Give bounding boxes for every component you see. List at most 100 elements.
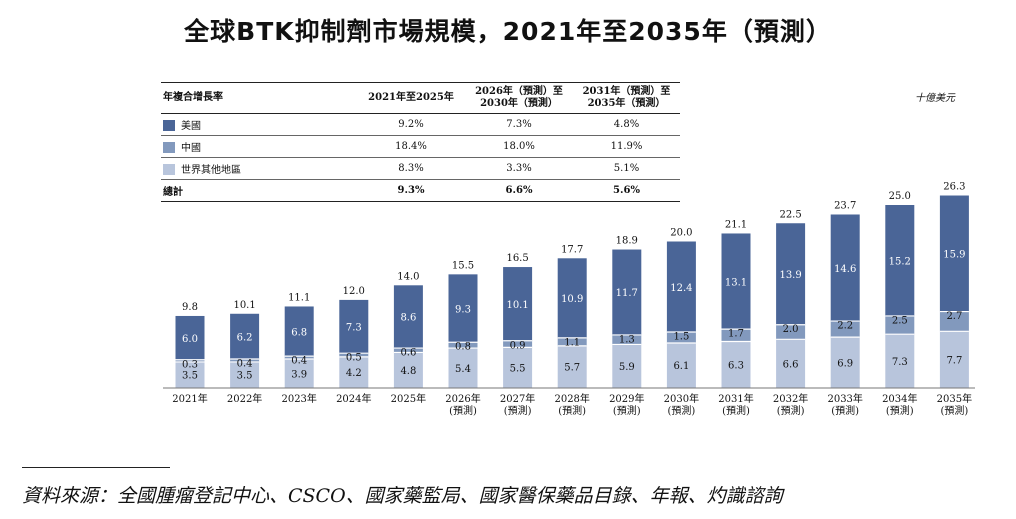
bar-value-label: 10.1 bbox=[506, 300, 528, 311]
bar-segment bbox=[503, 267, 533, 341]
cagr-row-rest: 世界其他地區 8.3% 3.3% 5.1% bbox=[161, 157, 680, 180]
bar-value-label: 9.3 bbox=[455, 304, 471, 315]
bar-total-label: 20.0 bbox=[670, 228, 692, 239]
bar-value-label: 15.9 bbox=[943, 250, 965, 261]
x-tick-label: (預測) bbox=[722, 404, 750, 417]
x-tick-label: (預測) bbox=[886, 404, 914, 417]
bar-segment bbox=[666, 342, 696, 388]
bar-value-label: 6.9 bbox=[837, 358, 853, 369]
bar-value-label: 5.7 bbox=[564, 363, 580, 374]
bar-segment bbox=[721, 341, 751, 388]
bar-segment bbox=[393, 285, 423, 349]
bar-segment bbox=[885, 315, 915, 335]
bar-segment bbox=[612, 344, 642, 388]
bar-value-label: 11.7 bbox=[616, 288, 638, 299]
x-tick-label: 2023年 bbox=[281, 392, 316, 405]
cagr-row-total: 總計 9.3% 6.6% 5.6% bbox=[161, 179, 680, 202]
bar-segment bbox=[175, 315, 205, 360]
bar-total-label: 15.5 bbox=[452, 260, 474, 271]
bar-value-label: 4.8 bbox=[400, 366, 416, 377]
bar-total-label: 10.1 bbox=[233, 300, 255, 311]
bar-value-label: 1.7 bbox=[728, 329, 744, 340]
bar-segment bbox=[557, 337, 587, 346]
bar-segment bbox=[230, 359, 260, 362]
bar-value-label: 12.4 bbox=[670, 283, 692, 294]
bar-total-label: 26.3 bbox=[943, 182, 965, 193]
bar-value-label: 0.6 bbox=[400, 348, 416, 359]
bar-segment bbox=[175, 361, 205, 388]
x-tick-label: 2033年 bbox=[827, 392, 862, 405]
bar-value-label: 0.8 bbox=[455, 342, 471, 353]
bar-value-label: 6.6 bbox=[783, 359, 799, 370]
x-tick-label: 2024年 bbox=[336, 392, 371, 405]
bar-value-label: 6.2 bbox=[237, 332, 253, 343]
source-divider bbox=[22, 467, 170, 468]
cagr-value: 18.4% bbox=[357, 135, 465, 158]
x-tick-label: 2022年 bbox=[227, 392, 262, 405]
cagr-header: 年複合增長率 bbox=[163, 92, 223, 103]
bar-segment bbox=[776, 324, 806, 340]
bar-value-label: 6.1 bbox=[673, 361, 689, 372]
bar-segment bbox=[885, 334, 915, 388]
legend-swatch-us bbox=[163, 120, 175, 131]
x-tick-label: 2028年 bbox=[554, 392, 589, 405]
chart-title: 全球BTK抑制劑市場規模，2021年至2035年（預測） bbox=[184, 17, 832, 46]
bar-value-label: 10.9 bbox=[561, 294, 583, 305]
x-tick-label: (預測) bbox=[777, 404, 805, 417]
bar-total-label: 16.5 bbox=[506, 253, 528, 264]
legend-swatch-china bbox=[163, 142, 175, 153]
cagr-header-text: 2031年（預測）至 2035年（預測） bbox=[582, 86, 671, 109]
bar-value-label: 2.0 bbox=[783, 324, 799, 335]
cagr-header-row: 年複合增長率 2021年至2025年 2026年（預測）至 2030年（預測） … bbox=[161, 82, 680, 114]
cagr-table: 年複合增長率 2021年至2025年 2026年（預測）至 2030年（預測） … bbox=[161, 82, 680, 202]
bar-value-label: 2.5 bbox=[892, 315, 908, 326]
cagr-row-label: 中國 bbox=[161, 135, 357, 158]
bar-total-label: 25.0 bbox=[889, 191, 911, 202]
x-tick-label: (預測) bbox=[449, 404, 477, 417]
cagr-row-china: 中國 18.4% 18.0% 11.9% bbox=[161, 135, 680, 158]
x-tick-label: 2032年 bbox=[773, 392, 808, 405]
series-name: 中國 bbox=[181, 143, 201, 154]
bar-value-label: 3.9 bbox=[291, 369, 307, 380]
bar-value-label: 1.3 bbox=[619, 334, 635, 345]
bar-value-label: 13.9 bbox=[779, 270, 801, 281]
x-tick-label: 2026年 bbox=[445, 392, 480, 405]
bar-value-label: 8.6 bbox=[400, 313, 416, 324]
bar-value-label: 6.8 bbox=[291, 327, 307, 338]
bar-value-label: 7.3 bbox=[892, 357, 908, 368]
bar-total-label: 9.8 bbox=[182, 302, 198, 313]
bar-segment bbox=[612, 249, 642, 335]
x-tick-label: 2030年 bbox=[664, 392, 699, 405]
bar-value-label: 3.5 bbox=[182, 371, 198, 382]
bar-segment bbox=[284, 306, 314, 357]
x-tick-label: 2029年 bbox=[609, 392, 644, 405]
cagr-value: 5.6% bbox=[573, 179, 680, 202]
bar-segment bbox=[666, 332, 696, 343]
bar-value-label: 5.4 bbox=[455, 364, 471, 375]
cagr-header: 2026年（預測）至 2030年（預測） bbox=[465, 83, 573, 114]
bar-total-label: 21.1 bbox=[725, 219, 747, 230]
cagr-row-label: 世界其他地區 bbox=[161, 157, 357, 180]
bar-segment bbox=[721, 233, 751, 330]
bar-segment bbox=[721, 329, 751, 342]
bar-segment bbox=[885, 205, 915, 316]
bar-segment bbox=[230, 313, 260, 360]
x-tick-label: (預測) bbox=[558, 404, 586, 417]
bar-segment bbox=[339, 353, 369, 357]
bar-segment bbox=[503, 347, 533, 388]
cagr-value: 7.3% bbox=[465, 113, 573, 136]
bar-segment bbox=[339, 356, 369, 388]
bar-segment bbox=[666, 241, 696, 333]
bar-value-label: 13.1 bbox=[725, 277, 747, 288]
bar-value-label: 6.0 bbox=[182, 334, 198, 345]
cagr-value: 6.6% bbox=[465, 179, 573, 202]
x-tick-label: (預測) bbox=[613, 404, 641, 417]
bar-value-label: 0.3 bbox=[182, 359, 198, 370]
cagr-row-us: 美國 9.2% 7.3% 4.8% bbox=[161, 113, 680, 136]
source-note: 資料來源：全國腫瘤登記中心、CSCO、國家藥監局、國家醫保藥品目錄、年報、灼識諮… bbox=[22, 485, 783, 507]
bar-total-label: 11.1 bbox=[288, 292, 310, 303]
bar-value-label: 2.7 bbox=[946, 311, 962, 322]
x-tick-label: 2027年 bbox=[500, 392, 535, 405]
bar-value-label: 2.2 bbox=[837, 321, 853, 332]
